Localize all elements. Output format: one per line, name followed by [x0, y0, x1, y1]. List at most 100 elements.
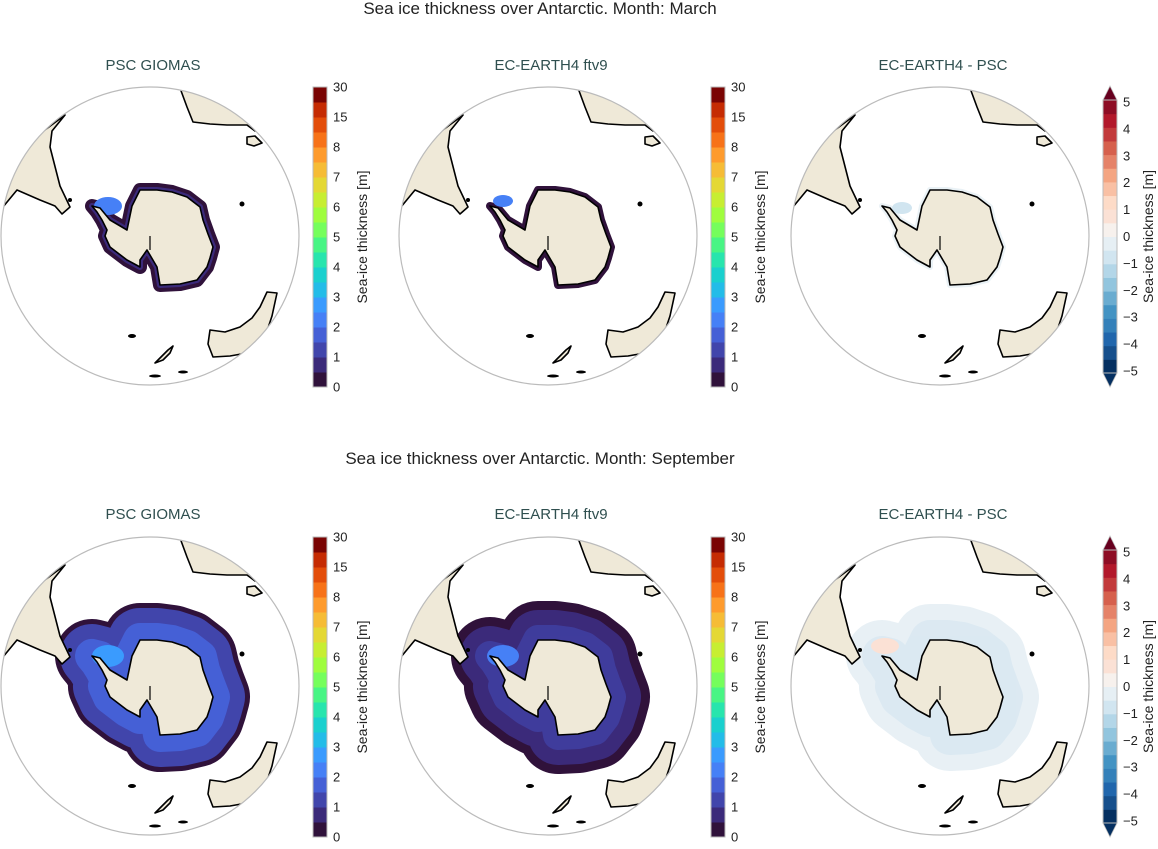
colorbar-bin	[1103, 713, 1117, 728]
colorbar-tick-label: 0	[333, 380, 340, 395]
island	[547, 824, 559, 828]
island	[858, 198, 862, 202]
colorbar-bin	[313, 627, 327, 643]
colorbar-tick-label: 3	[1123, 598, 1130, 613]
island	[466, 648, 470, 652]
colorbar-bin	[1103, 277, 1117, 292]
colorbar-bin	[1103, 590, 1117, 606]
colorbar-bin	[711, 807, 725, 823]
colorbar-bin	[1103, 236, 1117, 251]
colorbar-bin	[1103, 563, 1117, 578]
colorbar-bin	[313, 297, 327, 313]
colorbar-bin	[1103, 741, 1117, 756]
colorbar-label: Sea-ice thickness [m]	[354, 170, 370, 303]
sea-ice-patch	[493, 195, 513, 207]
colorbar-tick-label: −2	[1123, 283, 1138, 298]
colorbar-tick-label: 0	[1123, 679, 1130, 694]
colorbar-bin	[711, 222, 725, 238]
colorbar-bin	[711, 342, 725, 358]
colorbar-bin	[711, 252, 725, 268]
colorbar-bin	[711, 537, 725, 553]
colorbar-label: Sea-ice thickness [m]	[752, 170, 768, 303]
colorbar-bin	[1103, 113, 1117, 128]
colorbar-bin	[1103, 168, 1117, 183]
colorbar-bin	[313, 282, 327, 298]
colorbar-bin	[711, 237, 725, 253]
island	[858, 648, 862, 652]
colorbar-bin	[313, 567, 327, 583]
colorbar-bin	[711, 822, 725, 838]
island	[939, 824, 951, 828]
colorbar-tick-label: 8	[333, 140, 340, 155]
colorbar-bin	[313, 702, 327, 718]
colorbar-extend-min	[1102, 822, 1118, 838]
colorbar-tick-label: 15	[731, 560, 745, 575]
colorbar-bin	[711, 297, 725, 313]
colorbar-tick-label: 5	[731, 230, 738, 245]
colorbar-bin	[313, 537, 327, 553]
map-panel	[0, 86, 300, 386]
colorbar-bin	[313, 177, 327, 193]
colorbar-bin	[313, 762, 327, 778]
colorbar-bin	[1103, 618, 1117, 633]
island	[526, 334, 534, 338]
colorbar-tick-label: −3	[1123, 760, 1138, 775]
colorbar-tick-label: 7	[333, 170, 340, 185]
colorbar-bin	[1103, 127, 1117, 142]
colorbar-tick-label: 6	[731, 200, 738, 215]
map-boundary	[790, 86, 1090, 386]
island	[918, 334, 926, 338]
colorbar-bin	[711, 702, 725, 718]
colorbar-bin	[313, 747, 327, 763]
colorbar-bin	[711, 132, 725, 148]
map-panel	[790, 86, 1090, 386]
colorbar-bin	[1103, 332, 1117, 347]
colorbar-bin	[1103, 181, 1117, 197]
colorbar-bin	[1103, 604, 1117, 619]
colorbar-diverging: 5 4 3 2 1 0 −1 −2 −3 −4 −5 Sea-ice thickness [m]	[1102, 535, 1156, 838]
colorbar-bin	[1103, 631, 1117, 647]
island	[576, 820, 586, 824]
colorbar-bin	[313, 777, 327, 793]
colorbar-sequential: 0 1 2 3 4 5 6 7 8 15 30 Sea-ice thickness [m]	[710, 80, 768, 395]
colorbar-bin	[1103, 304, 1117, 319]
colorbar-frame	[312, 86, 328, 388]
colorbar-tick-label: 1	[1123, 652, 1130, 667]
colorbar-bin	[711, 552, 725, 568]
colorbar-bin	[313, 357, 327, 373]
colorbar-tick-label: 5	[333, 680, 340, 695]
colorbar-bin	[1103, 154, 1117, 169]
colorbar-bin	[1103, 222, 1117, 237]
colorbar-tick-label: 15	[333, 110, 347, 125]
colorbar-bin	[313, 807, 327, 823]
colorbar-bin	[711, 267, 725, 283]
colorbar-tick-label: 4	[1123, 571, 1130, 586]
colorbar-bin	[711, 582, 725, 598]
colorbar-bin	[313, 117, 327, 133]
colorbar-tick-label: 3	[731, 740, 738, 755]
row-suptitle: Sea ice thickness over Antarctic. Month:…	[345, 449, 735, 468]
colorbar-bin	[711, 312, 725, 328]
map-boundary	[790, 536, 1090, 836]
island	[128, 334, 136, 338]
colorbar-tick-label: −2	[1123, 733, 1138, 748]
colorbar-tick-label: 4	[1123, 121, 1130, 136]
island	[547, 374, 559, 378]
colorbar-frame	[1102, 99, 1118, 374]
colorbar-tick-label: −4	[1123, 787, 1138, 802]
colorbar-bin	[711, 117, 725, 133]
colorbar-bin	[313, 222, 327, 238]
colorbar-sequential: 0 1 2 3 4 5 6 7 8 15 30 Sea-ice thickness [m]	[312, 530, 370, 845]
colorbar-tick-label: −1	[1123, 256, 1138, 271]
island	[466, 198, 470, 202]
colorbar-bin	[313, 87, 327, 103]
island	[576, 370, 586, 374]
colorbar-bin	[313, 102, 327, 118]
colorbar-tick-label: 2	[1123, 625, 1130, 640]
colorbar-tick-label: 15	[731, 110, 745, 125]
colorbar-tick-label: 3	[731, 290, 738, 305]
colorbar-tick-label: 2	[333, 770, 340, 785]
colorbar-bin	[711, 717, 725, 733]
colorbar-bin	[1103, 686, 1117, 701]
colorbar-label: Sea-ice thickness [m]	[1140, 170, 1156, 303]
